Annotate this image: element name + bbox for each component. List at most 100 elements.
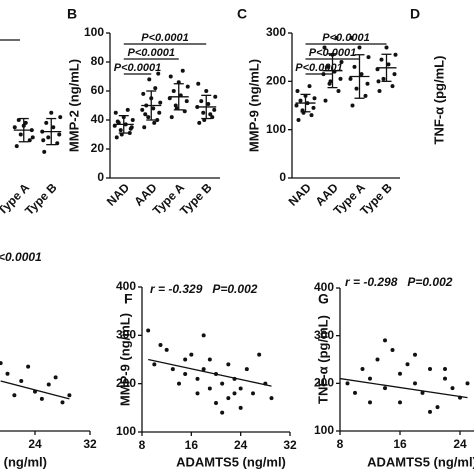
data-point	[146, 328, 151, 333]
data-point	[214, 401, 218, 405]
data-point	[349, 35, 354, 40]
y-tick-label: 300	[314, 328, 334, 342]
data-point	[376, 79, 381, 84]
data-point	[383, 338, 387, 343]
annotation: r = -0.298	[345, 275, 398, 289]
data-point	[18, 132, 23, 137]
x-tick-label: 24	[28, 437, 42, 451]
panel-label: B	[67, 6, 77, 22]
data-point	[366, 55, 371, 60]
data-point	[196, 81, 201, 86]
data-point	[413, 381, 417, 386]
annotation: P=0.002	[407, 275, 452, 289]
panel-label: G	[318, 291, 329, 307]
data-point	[312, 96, 317, 101]
data-point	[338, 76, 343, 81]
data-point	[180, 68, 185, 73]
data-point	[390, 347, 395, 352]
data-point	[5, 371, 10, 376]
data-point	[443, 376, 447, 381]
y-tick-label: 300	[266, 25, 286, 39]
data-point	[23, 120, 28, 125]
data-point	[201, 110, 206, 115]
data-point	[177, 381, 181, 386]
data-point	[14, 144, 19, 149]
y-axis-label: MMP-2 (ng/mL)	[66, 59, 81, 152]
data-point	[142, 125, 147, 130]
annotation: r = -0.329	[150, 282, 203, 296]
x-axis-label: ADAMTS5 (ng/ml)	[367, 454, 474, 469]
annotation: P=0.002	[212, 282, 257, 296]
data-point	[158, 100, 163, 105]
x-tick-label: 16	[393, 437, 407, 451]
data-point	[158, 343, 163, 347]
x-tick-label: NAD	[104, 180, 133, 209]
x-tick-label: Type B	[177, 180, 215, 218]
data-point	[307, 84, 312, 89]
data-point	[183, 357, 188, 362]
x-tick-label: 8	[139, 438, 146, 452]
y-tick-label: 200	[266, 74, 286, 88]
data-point	[328, 79, 333, 84]
data-point	[244, 367, 249, 372]
data-point	[359, 72, 364, 77]
data-point	[183, 372, 188, 376]
data-point	[352, 64, 357, 69]
data-point	[435, 405, 440, 410]
x-tick-label: 24	[453, 437, 467, 451]
data-point	[19, 378, 24, 383]
data-point	[368, 376, 372, 381]
data-point	[153, 86, 158, 91]
data-point	[386, 62, 391, 67]
x-tick-label: 32	[283, 438, 297, 452]
y-tick-label: 20	[91, 141, 105, 155]
y-tick-label: 400	[314, 280, 334, 294]
data-point	[169, 115, 174, 120]
data-point	[146, 115, 151, 120]
data-point	[147, 77, 152, 82]
data-point	[168, 74, 173, 79]
y-axis-label: MMP-9 (ng/mL)	[246, 59, 261, 152]
data-point	[39, 396, 44, 401]
x-tick-label: Type B	[22, 180, 60, 218]
data-point	[251, 391, 255, 396]
data-point	[207, 357, 212, 362]
data-point	[189, 352, 194, 357]
data-point	[152, 362, 157, 367]
data-point	[339, 60, 344, 64]
y-tick-label: 60	[91, 83, 105, 97]
data-point	[206, 102, 211, 107]
data-point	[125, 107, 130, 112]
data-point	[334, 35, 339, 40]
data-point	[420, 390, 425, 395]
data-point	[57, 132, 62, 137]
y-tick-label: 100	[84, 25, 104, 39]
data-point	[164, 347, 169, 352]
data-point	[384, 45, 389, 50]
data-point	[450, 386, 455, 391]
data-point	[269, 396, 274, 401]
data-point	[398, 371, 402, 376]
data-point	[141, 91, 146, 96]
panel-label: D	[410, 6, 420, 22]
data-point	[375, 357, 380, 362]
data-point	[118, 128, 123, 133]
y-tick-label: 40	[91, 112, 105, 126]
data-point	[51, 125, 56, 130]
data-point	[128, 126, 133, 131]
data-point	[114, 135, 119, 140]
data-point	[345, 381, 350, 386]
data-point	[322, 45, 327, 50]
data-point	[365, 81, 370, 86]
data-point	[398, 400, 402, 405]
y-tick-label: 0	[97, 170, 104, 184]
data-point	[12, 125, 17, 130]
data-point	[157, 110, 162, 115]
data-point	[360, 367, 365, 372]
annotation: P<0.0001	[0, 250, 42, 264]
data-point	[41, 138, 46, 143]
data-point	[152, 120, 157, 125]
data-point	[325, 64, 330, 69]
data-point	[309, 113, 314, 118]
